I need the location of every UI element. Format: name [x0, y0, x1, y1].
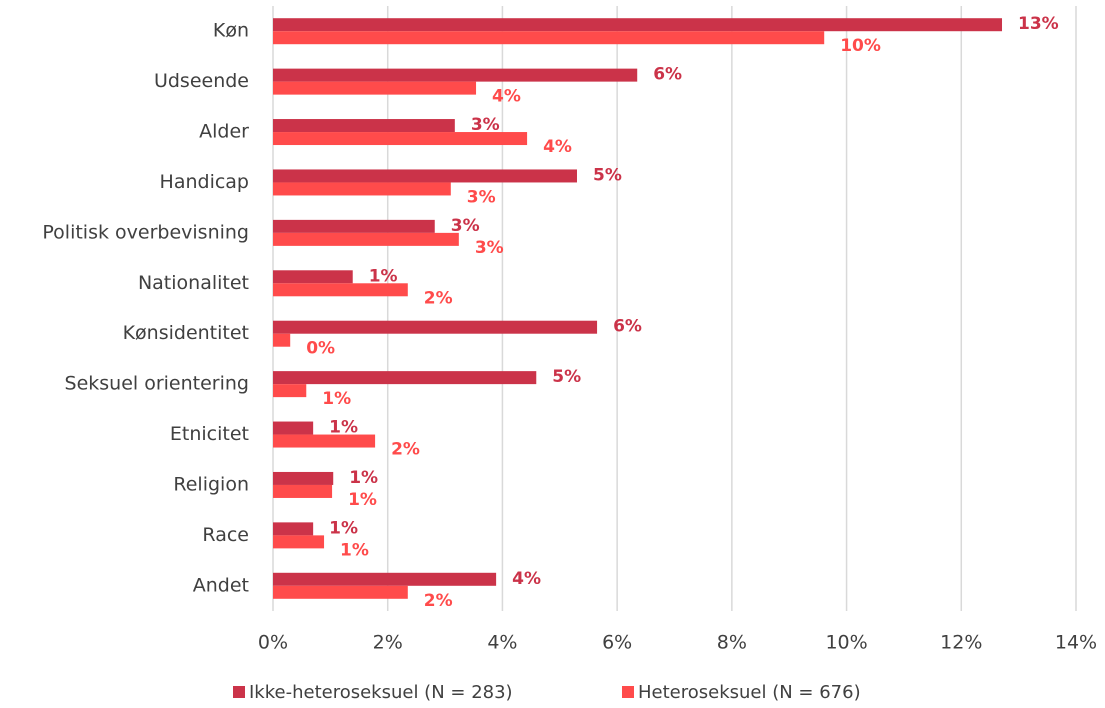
- value-label: 1%: [340, 540, 369, 560]
- value-label: 4%: [492, 87, 521, 107]
- bar: [273, 132, 528, 146]
- value-label: 3%: [467, 187, 496, 207]
- bar: [273, 421, 314, 435]
- bar: [273, 471, 334, 485]
- value-label: 5%: [552, 367, 581, 387]
- value-label: 1%: [369, 266, 398, 286]
- legend-label: Ikke-heteroseksuel (N = 283): [249, 682, 513, 703]
- bar: [273, 320, 598, 334]
- bar: [273, 81, 477, 95]
- value-label: 1%: [322, 389, 351, 409]
- legend-swatch: [233, 686, 245, 698]
- x-tick-label: 14%: [1055, 632, 1097, 654]
- value-label: 3%: [451, 216, 480, 236]
- y-tick-label: Kønsidentitet: [123, 322, 249, 344]
- bar: [273, 31, 825, 45]
- bar: [273, 522, 314, 536]
- value-label: 1%: [348, 490, 377, 510]
- bar: [273, 119, 455, 133]
- x-tick-label: 8%: [717, 632, 747, 654]
- bar: [273, 219, 435, 233]
- value-label: 1%: [349, 468, 378, 488]
- bar: [273, 384, 307, 398]
- y-tick-label: Udseende: [154, 70, 249, 92]
- value-label: 1%: [329, 518, 358, 538]
- y-tick-label: Religion: [173, 473, 249, 495]
- y-tick-label: Race: [202, 524, 249, 546]
- y-tick-label: Etnicitet: [170, 423, 249, 445]
- bar: [273, 572, 497, 586]
- y-tick-label: Køn: [213, 20, 249, 42]
- x-tick-label: 0%: [258, 632, 288, 654]
- bar: [273, 484, 333, 498]
- value-label: 3%: [471, 115, 500, 135]
- bar: [273, 68, 638, 82]
- value-label: 13%: [1018, 14, 1059, 34]
- value-label: 6%: [653, 65, 682, 85]
- value-label: 4%: [512, 569, 541, 589]
- y-tick-label: Politisk overbevisning: [42, 221, 249, 243]
- bar: [273, 232, 459, 246]
- value-label: 0%: [306, 339, 335, 359]
- y-tick-label: Alder: [199, 121, 249, 143]
- value-label: 3%: [475, 238, 504, 258]
- y-tick-label: Seksuel orientering: [65, 373, 249, 395]
- bar: [273, 585, 408, 599]
- value-label: 4%: [543, 137, 572, 157]
- bar: [273, 169, 577, 183]
- value-label: 2%: [391, 440, 420, 460]
- value-label: 1%: [329, 418, 358, 438]
- y-tick-label: Handicap: [160, 171, 249, 193]
- x-tick-label: 2%: [373, 632, 403, 654]
- bar: [273, 283, 408, 297]
- bar: [273, 18, 1003, 32]
- value-label: 2%: [424, 591, 453, 611]
- y-tick-label: Nationalitet: [138, 272, 249, 294]
- x-tick-label: 10%: [825, 632, 867, 654]
- value-label: 10%: [840, 36, 881, 56]
- value-label: 5%: [593, 165, 622, 185]
- y-tick-label: Andet: [193, 574, 249, 596]
- legend-label: Heteroseksuel (N = 676): [638, 682, 861, 703]
- x-tick-label: 12%: [940, 632, 982, 654]
- bar: [273, 535, 325, 549]
- bar: [273, 333, 291, 347]
- bar: [273, 270, 353, 284]
- bar: [273, 434, 376, 448]
- bar: [273, 371, 537, 385]
- x-tick-label: 6%: [602, 632, 632, 654]
- x-tick-label: 4%: [487, 632, 517, 654]
- value-label: 2%: [424, 288, 453, 308]
- value-label: 6%: [613, 317, 642, 337]
- bar: [273, 182, 451, 196]
- legend-swatch: [622, 686, 634, 698]
